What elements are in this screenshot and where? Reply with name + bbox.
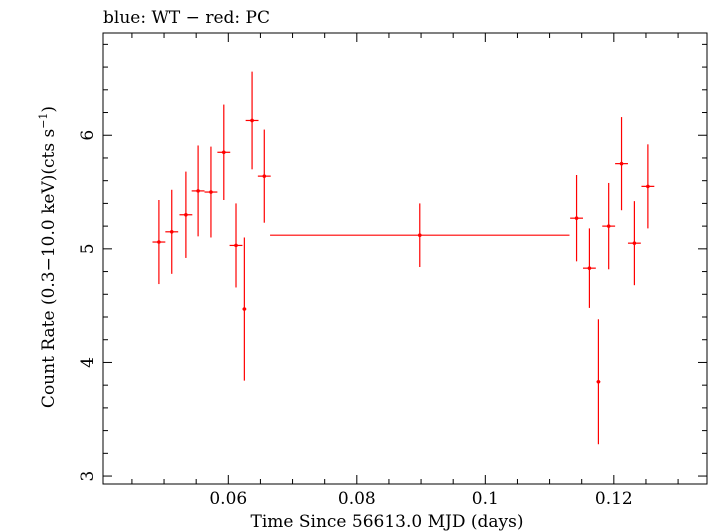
data-point [191,145,205,237]
plot-frame [102,32,708,485]
y-tick-label: 5 [78,243,98,254]
x-tick-label: 0.08 [338,489,376,509]
data-point [152,199,166,285]
chart-title: blue: WT − red: PC [103,8,270,28]
y-axis-label-main: Count Rate (0.3−10.0 keV)(cts s [39,129,59,408]
point-marker [587,266,592,270]
point-marker [169,230,174,234]
y-axis-label-close: ) [39,106,59,113]
data-point [242,237,247,381]
data-point [179,171,193,258]
point-marker [619,161,624,166]
point-marker [209,190,213,194]
data-point [165,189,179,274]
data-series-pc [152,71,655,445]
x-tick-label: 0.06 [209,489,247,509]
point-marker [606,224,611,228]
point-marker [632,241,637,245]
data-point [229,203,243,288]
point-marker [234,243,238,248]
data-point [582,228,596,308]
point-marker [157,240,161,244]
data-point [204,146,218,238]
data-point [596,319,601,445]
point-marker [242,307,247,311]
y-axis-label-superscript: −1 [37,113,50,129]
y-axis: 3 4 5 6 [78,43,707,482]
point-marker [574,216,579,220]
data-point [627,201,641,286]
point-marker [184,212,188,217]
data-point [615,117,628,211]
x-axis-label: Time Since 56613.0 MJD (days) [251,512,524,532]
x-tick-label: 0.12 [595,489,633,509]
point-marker [250,118,254,123]
data-point [270,203,570,268]
x-axis: 0.06 0.08 0.1 0.12 [131,33,679,509]
y-tick-label: 6 [78,130,98,141]
data-point [245,71,259,170]
y-axis-label: Count Rate (0.3−10.0 keV)(cts s−1) [37,106,59,408]
data-point [641,144,655,229]
x-tick-label: 0.1 [472,489,499,509]
point-marker [646,184,650,189]
y-tick-label: 4 [78,357,98,368]
point-marker [196,189,200,193]
point-marker [262,174,267,178]
y-tick-label: 3 [78,471,98,482]
point-marker [417,233,422,238]
data-point [602,182,616,270]
data-point [217,104,231,200]
data-point [570,175,583,262]
point-marker [596,379,601,384]
data-point [257,129,271,223]
point-marker [222,150,226,155]
